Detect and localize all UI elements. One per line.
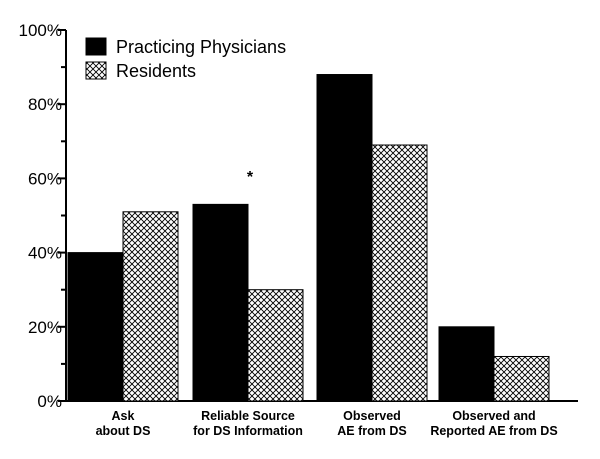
category-label: Observed bbox=[343, 409, 401, 423]
category-label: AE from DS bbox=[337, 424, 406, 438]
annotations: * bbox=[247, 169, 254, 186]
bar-residents-2 bbox=[371, 144, 428, 402]
legend-swatch bbox=[85, 37, 107, 56]
legend-label: Residents bbox=[116, 61, 196, 81]
bar-residents-3 bbox=[493, 355, 550, 402]
bar-practicing-physicians-0 bbox=[67, 252, 124, 402]
bar-residents-1 bbox=[247, 289, 304, 402]
category-label: Ask bbox=[112, 409, 135, 423]
y-tick-label: 0% bbox=[37, 392, 62, 411]
significance-asterisk: * bbox=[247, 169, 254, 186]
y-tick-label: 80% bbox=[28, 95, 62, 114]
legend-swatch bbox=[85, 61, 107, 80]
y-tick-label: 100% bbox=[19, 21, 62, 40]
category-label: Observed and bbox=[452, 409, 535, 423]
bar-practicing-physicians-1 bbox=[192, 203, 249, 402]
bar-residents-0 bbox=[122, 211, 179, 402]
legend: Practicing Physicians Residents bbox=[85, 37, 286, 81]
bar-practicing-physicians-2 bbox=[316, 74, 373, 402]
category-label: for DS Information bbox=[193, 424, 303, 438]
bars bbox=[67, 74, 550, 402]
legend-label: Practicing Physicians bbox=[116, 37, 286, 57]
y-tick-label: 20% bbox=[28, 318, 62, 337]
y-tick-label: 60% bbox=[28, 169, 62, 188]
category-label: Reliable Source bbox=[201, 409, 295, 423]
category-label: about DS bbox=[96, 424, 151, 438]
bar-practicing-physicians-3 bbox=[438, 326, 495, 402]
category-label: Reported AE from DS bbox=[430, 424, 557, 438]
y-tick-label: 40% bbox=[28, 244, 62, 263]
